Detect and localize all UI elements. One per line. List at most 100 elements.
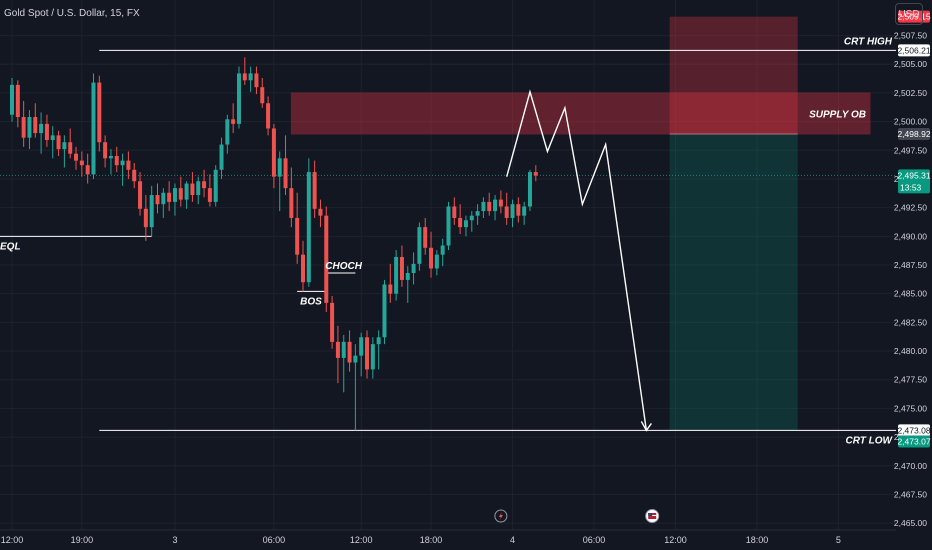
candle bbox=[213, 165, 218, 207]
candle bbox=[44, 114, 49, 147]
candle-body bbox=[452, 206, 457, 218]
price-tick-label: 2,485.00 bbox=[894, 289, 927, 299]
candle-body bbox=[196, 181, 201, 196]
candle bbox=[423, 217, 428, 255]
candle-body bbox=[399, 256, 404, 280]
time-tick-label: 12:00 bbox=[350, 535, 373, 545]
candle bbox=[365, 330, 370, 379]
candle bbox=[27, 110, 32, 150]
candle bbox=[533, 165, 538, 182]
candle bbox=[388, 263, 393, 303]
candle-body bbox=[74, 153, 79, 161]
candle-body bbox=[213, 169, 218, 202]
candle bbox=[184, 181, 189, 209]
price-tag-label: 2,506.21 bbox=[897, 45, 930, 55]
time-tick-label: 06:00 bbox=[263, 535, 286, 545]
candle bbox=[318, 199, 323, 228]
candle bbox=[254, 66, 259, 95]
candle bbox=[103, 135, 108, 168]
flag-icon-canton bbox=[648, 513, 653, 516]
candle-body bbox=[236, 73, 241, 124]
candle-body bbox=[138, 181, 143, 209]
projection-path bbox=[506, 89, 648, 431]
time-axis[interactable]: 12:00 19:00 3 06:00 12:00 18:00 4 06:00 12:00 18:… bbox=[0, 509, 896, 546]
candle-body bbox=[242, 73, 247, 81]
price-tick-label: 2,505.00 bbox=[894, 59, 927, 69]
price-axis[interactable]: 2,507.50 2,505.00 2,502.50 2,500.00 2,497.50… bbox=[894, 0, 932, 550]
candle-body bbox=[143, 208, 148, 228]
price-tick-label: 2,477.50 bbox=[894, 375, 927, 385]
price-tag-bg bbox=[898, 44, 930, 57]
candle-body bbox=[50, 135, 55, 140]
candle bbox=[510, 199, 515, 228]
candle-body bbox=[330, 302, 335, 342]
candle bbox=[219, 137, 224, 179]
candle bbox=[62, 135, 67, 168]
candle bbox=[463, 215, 468, 237]
candle bbox=[202, 169, 207, 198]
candle-body bbox=[487, 201, 492, 212]
candle bbox=[516, 197, 521, 223]
time-tick-label: 12:00 bbox=[664, 535, 687, 545]
candle bbox=[330, 295, 335, 349]
candle-body bbox=[446, 206, 451, 246]
candle bbox=[475, 204, 480, 225]
candle-body bbox=[56, 135, 61, 150]
candle-body bbox=[161, 192, 166, 205]
take-profit-zone bbox=[669, 133, 798, 431]
candle-body bbox=[10, 84, 14, 115]
candle bbox=[359, 332, 364, 377]
candle-body bbox=[103, 142, 108, 159]
currency-button[interactable]: USD bbox=[895, 3, 923, 25]
time-tick-label: 18:00 bbox=[746, 535, 769, 545]
candle bbox=[79, 151, 84, 177]
candle-body bbox=[475, 211, 480, 216]
candle-body bbox=[27, 117, 32, 138]
candle bbox=[353, 344, 358, 431]
candle-body bbox=[516, 204, 521, 216]
candle-body bbox=[382, 284, 387, 338]
candle bbox=[126, 151, 131, 179]
candle bbox=[120, 153, 125, 186]
candle-body bbox=[62, 142, 67, 150]
candle bbox=[271, 123, 276, 189]
candle-body bbox=[44, 123, 49, 140]
candle-body bbox=[527, 172, 532, 207]
price-tag-bg bbox=[898, 424, 930, 437]
candle bbox=[56, 130, 61, 157]
candle-body bbox=[167, 192, 172, 202]
candle bbox=[242, 57, 247, 85]
price-tag-label: 2,473.08 bbox=[897, 425, 930, 435]
candles bbox=[10, 57, 538, 431]
candle-body bbox=[271, 128, 276, 177]
candle-body bbox=[504, 206, 509, 218]
zones bbox=[290, 16, 871, 431]
candle-body bbox=[335, 341, 340, 358]
candle bbox=[487, 192, 492, 216]
candle bbox=[91, 73, 96, 179]
candle bbox=[376, 330, 381, 370]
candle bbox=[347, 330, 352, 372]
price-tag-label: 2,498.92 bbox=[897, 129, 930, 139]
candle-body bbox=[301, 254, 305, 283]
price-tag-label: 2,473.07 bbox=[897, 437, 930, 447]
candle-body bbox=[510, 204, 515, 218]
candle bbox=[498, 190, 503, 214]
candle bbox=[522, 201, 527, 225]
candle bbox=[21, 100, 26, 147]
candle bbox=[39, 112, 44, 154]
candle-body bbox=[463, 220, 468, 228]
candle-body bbox=[376, 337, 381, 345]
candle-body bbox=[254, 73, 259, 88]
candle bbox=[236, 66, 241, 129]
candle bbox=[446, 201, 451, 251]
candle-body bbox=[178, 188, 183, 200]
price-tag: 2,498.92 bbox=[897, 127, 931, 140]
candle-body bbox=[108, 156, 113, 159]
candle bbox=[277, 151, 282, 212]
time-tick-label: 12:00 bbox=[1, 535, 24, 545]
candle bbox=[50, 126, 55, 159]
candle bbox=[411, 252, 416, 285]
candle bbox=[382, 279, 387, 345]
